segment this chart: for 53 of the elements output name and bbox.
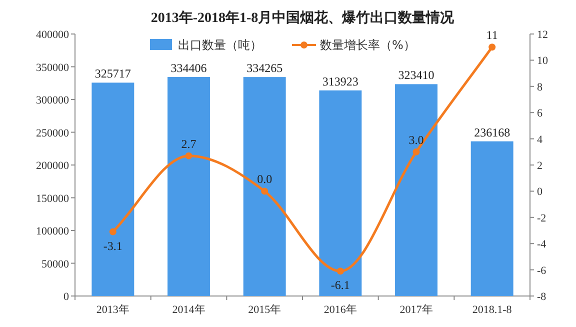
bar [92, 82, 134, 296]
bar [395, 84, 438, 296]
y2-tick-label: 4 [537, 134, 543, 146]
data-label: 334406 [170, 60, 207, 75]
bar [319, 90, 362, 296]
y2-tick-label: 12 [537, 29, 548, 41]
y-tick-label: 400000 [36, 29, 70, 41]
bar [243, 77, 286, 296]
data-label: 313923 [322, 74, 358, 88]
y-tick-label: 200000 [36, 160, 70, 172]
legend-label: 数量增长率（%） [320, 38, 416, 52]
y2-tick-label: 6 [537, 108, 543, 120]
point [336, 268, 344, 275]
data-label: -3.1 [103, 238, 122, 253]
x-tick-label: 2014年 [172, 304, 206, 316]
data-label: 236168 [474, 125, 510, 140]
y2-tick-label: 0 [537, 186, 543, 198]
y-tick-label: 50000 [42, 258, 70, 270]
y-tick-label: 350000 [36, 62, 70, 74]
y-tick-label: 300000 [36, 94, 70, 106]
point [109, 228, 116, 236]
y-tick-label: 0 [64, 291, 70, 303]
data-label: 0.0 [257, 172, 272, 186]
x-tick-label: 2018.1-8 [472, 304, 512, 316]
data-label: 325717 [94, 66, 131, 81]
x-tick-label: 2017年 [400, 304, 433, 316]
x-tick-label: 2013年 [96, 304, 130, 316]
data-label: 2.7 [181, 136, 196, 151]
y2-tick-label: 8 [537, 81, 543, 94]
bar [470, 141, 514, 296]
y2-tick-label: 10 [537, 55, 548, 68]
point [412, 148, 420, 156]
point [488, 44, 496, 51]
data-label: -6.1 [330, 278, 350, 292]
chart-title: 2013年-2018年1-8月中国烟花、爆竹出口数量情况 [150, 10, 456, 26]
data-label: 3.0 [408, 132, 424, 147]
y-tick-label: 100000 [36, 226, 70, 238]
data-label: 323410 [398, 68, 434, 82]
y2-tick-label: 2 [537, 160, 542, 172]
data-label: 334265 [246, 61, 283, 76]
y2-tick-label: -6 [537, 264, 547, 277]
point [261, 188, 268, 195]
y2-tick-label: -4 [537, 238, 547, 251]
x-tick-label: 2015年 [248, 304, 282, 316]
y2-tick-label: -8 [537, 291, 547, 303]
bar [168, 76, 210, 296]
x-tick-label: 2016年 [324, 304, 357, 316]
data-label: 11 [486, 28, 498, 42]
y-tick-label: 150000 [36, 192, 70, 205]
point [185, 152, 192, 160]
y-tick-label: 250000 [36, 127, 70, 140]
y2-tick-label: -2 [537, 212, 546, 224]
legend-label: 出口数量（吨） [178, 38, 262, 52]
